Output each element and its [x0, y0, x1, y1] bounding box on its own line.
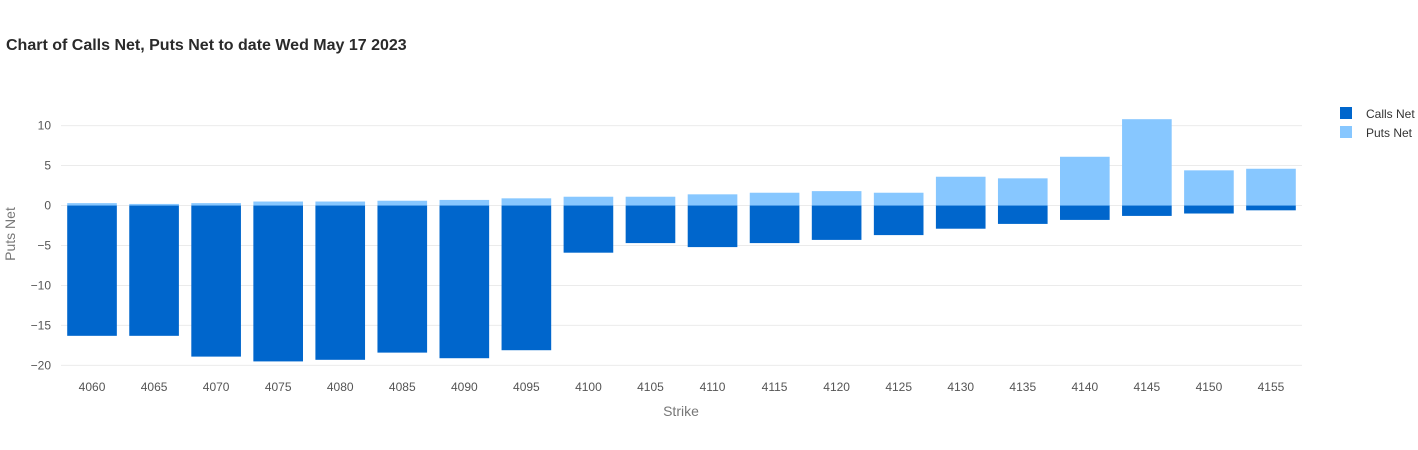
- x-tick-label: 4145: [1134, 380, 1161, 394]
- chart-title: Chart of Calls Net, Puts Net to date Wed…: [6, 37, 407, 54]
- bar-calls-net-4135[interactable]: [997, 205, 1048, 224]
- bar-calls-net-4090[interactable]: [439, 205, 490, 359]
- bar-puts-net-4075[interactable]: [253, 201, 303, 206]
- x-tick-label: 4150: [1196, 380, 1223, 394]
- x-tick-label: 4105: [637, 380, 664, 394]
- x-tick-label: 4085: [389, 380, 416, 394]
- bar-calls-net-4080[interactable]: [315, 205, 366, 360]
- bar-calls-net-4095[interactable]: [501, 205, 552, 351]
- x-axis-title: Strike: [663, 403, 699, 419]
- x-tick-label: 4125: [885, 380, 912, 394]
- bar-calls-net-4155[interactable]: [1246, 205, 1296, 211]
- bar-calls-net-4075[interactable]: [253, 205, 303, 362]
- x-tick-label: 4140: [1071, 380, 1098, 394]
- bar-puts-net-4060[interactable]: [67, 203, 117, 206]
- bar-puts-net-4150[interactable]: [1184, 170, 1234, 206]
- bar-puts-net-4100[interactable]: [563, 196, 614, 206]
- bar-calls-net-4060[interactable]: [67, 205, 117, 336]
- bar-puts-net-4110[interactable]: [687, 194, 738, 206]
- legend-swatch-puts-net: [1340, 126, 1352, 138]
- bar-puts-net-4120[interactable]: [811, 191, 862, 206]
- legend-item-calls-net[interactable]: Calls Net: [1340, 107, 1415, 121]
- legend-item-puts-net[interactable]: Puts Net: [1340, 126, 1413, 140]
- bar-calls-net-4120[interactable]: [811, 205, 862, 240]
- legend-label-calls-net: Calls Net: [1366, 107, 1415, 121]
- bar-puts-net-4115[interactable]: [749, 192, 800, 206]
- y-axis-title: Puts Net: [2, 207, 18, 261]
- bars[interactable]: [67, 119, 1296, 362]
- bar-puts-net-4080[interactable]: [315, 201, 366, 206]
- y-tick-label: −10: [31, 278, 52, 292]
- bar-calls-net-4150[interactable]: [1184, 205, 1234, 214]
- bar-puts-net-4140[interactable]: [1060, 156, 1110, 206]
- y-axis-ticks: 10 5 0 −5 −10 −15 −20: [31, 119, 52, 373]
- x-tick-label: 4060: [79, 380, 106, 394]
- x-tick-label: 4075: [265, 380, 292, 394]
- y-tick-label: −5: [37, 238, 51, 252]
- x-tick-label: 4115: [762, 380, 788, 394]
- bar-calls-net-4125[interactable]: [873, 205, 924, 236]
- y-tick-label: 5: [44, 159, 51, 173]
- bar-puts-net-4070[interactable]: [191, 203, 241, 206]
- bar-calls-net-4105[interactable]: [625, 205, 676, 244]
- legend-label-puts-net: Puts Net: [1366, 126, 1413, 140]
- bar-calls-net-4110[interactable]: [687, 205, 738, 248]
- bar-puts-net-4135[interactable]: [997, 178, 1048, 206]
- x-tick-label: 4070: [203, 380, 230, 394]
- bar-puts-net-4095[interactable]: [501, 198, 552, 206]
- bar-puts-net-4130[interactable]: [935, 176, 986, 206]
- y-tick-label: 10: [38, 119, 52, 133]
- bar-calls-net-4070[interactable]: [191, 205, 241, 357]
- bar-calls-net-4100[interactable]: [563, 205, 614, 253]
- bar-calls-net-4145[interactable]: [1122, 205, 1172, 216]
- x-axis-ticks: 4060 4065 4070 4075 4080 4085 4090 4095 4100 4105…: [79, 380, 1285, 394]
- x-tick-label: 4155: [1258, 380, 1285, 394]
- x-tick-label: 4110: [700, 380, 726, 394]
- bar-puts-net-4155[interactable]: [1246, 168, 1296, 206]
- bar-calls-net-4065[interactable]: [129, 205, 179, 336]
- legend[interactable]: Calls Net Puts Net: [1340, 107, 1415, 140]
- x-tick-label: 4095: [513, 380, 540, 394]
- y-tick-label: −20: [31, 358, 52, 372]
- grid-lines: [61, 125, 1302, 366]
- bar-calls-net-4085[interactable]: [377, 205, 428, 353]
- bar-puts-net-4145[interactable]: [1122, 119, 1172, 206]
- bar-puts-net-4085[interactable]: [377, 200, 428, 206]
- bar-puts-net-4125[interactable]: [873, 192, 924, 206]
- bar-calls-net-4130[interactable]: [935, 205, 986, 229]
- x-tick-label: 4120: [823, 380, 850, 394]
- x-tick-label: 4130: [947, 380, 974, 394]
- legend-swatch-calls-net: [1340, 107, 1352, 119]
- x-tick-label: 4080: [327, 380, 354, 394]
- x-tick-label: 4100: [575, 380, 602, 394]
- y-tick-label: 0: [44, 199, 51, 213]
- y-tick-label: −15: [31, 318, 52, 332]
- x-tick-label: 4065: [141, 380, 168, 394]
- bar-puts-net-4090[interactable]: [439, 199, 490, 206]
- bar-calls-net-4140[interactable]: [1060, 205, 1110, 220]
- bar-puts-net-4105[interactable]: [625, 196, 676, 206]
- bar-puts-net-4065[interactable]: [129, 203, 179, 206]
- x-tick-label: 4090: [451, 380, 478, 394]
- x-tick-label: 4135: [1009, 380, 1036, 394]
- bar-calls-net-4115[interactable]: [749, 205, 800, 244]
